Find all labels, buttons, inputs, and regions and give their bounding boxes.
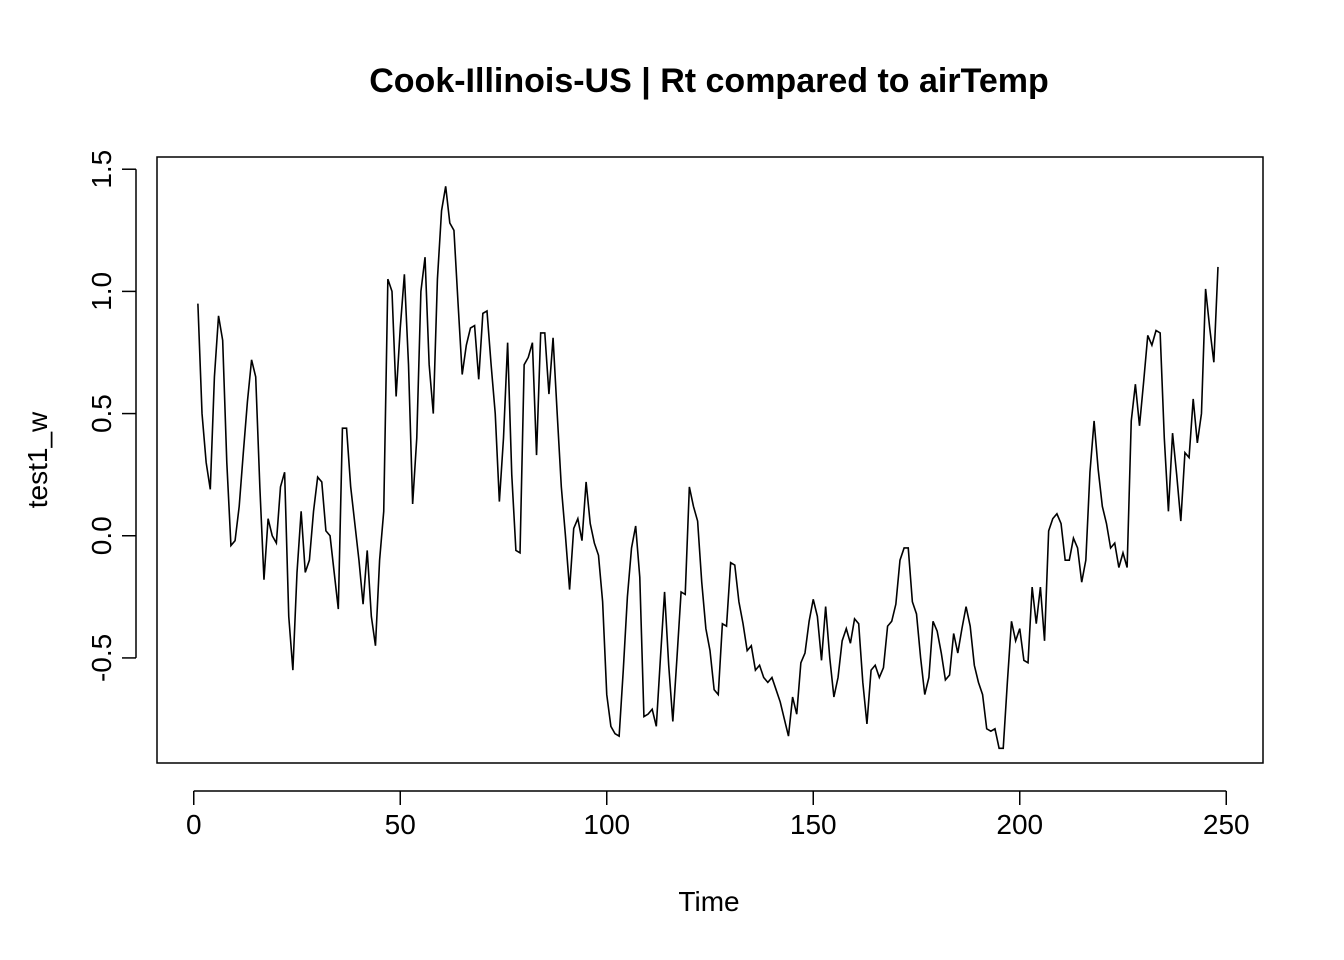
x-tick-label: 150: [790, 809, 837, 840]
y-axis-label: test1_w: [22, 411, 53, 508]
y-tick-label: -0.5: [86, 634, 117, 682]
x-axis: 0 50 100 150 200 250: [186, 790, 1250, 840]
x-axis-label: Time: [678, 886, 739, 917]
y-tick-label: 0.0: [86, 516, 117, 555]
series-line: [197, 186, 1219, 750]
series-layer: [197, 186, 1219, 750]
chart-title: Cook-Illinois-US | Rt compared to airTem…: [369, 62, 1049, 100]
y-axis: -0.5 0.0 0.5 1.0 1.5: [86, 150, 137, 682]
y-tick-label: 1.0: [86, 272, 117, 311]
x-tick-label: 100: [583, 809, 630, 840]
y-tick-label: 1.5: [86, 150, 117, 189]
y-tick-label: 0.5: [86, 394, 117, 433]
x-tick-label: 250: [1203, 809, 1250, 840]
x-tick-label: 0: [186, 809, 202, 840]
x-tick-label: 50: [385, 809, 416, 840]
x-tick-label: 200: [996, 809, 1043, 840]
plot-area-frame: [156, 156, 1264, 764]
